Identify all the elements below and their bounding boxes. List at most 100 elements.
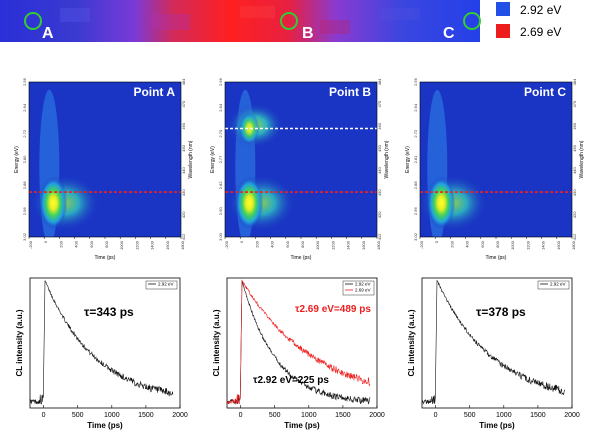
tau-annotation: τ=343 ps xyxy=(84,305,134,319)
map-xtick-label: -200 xyxy=(28,240,33,249)
plot-legend: 2.92 eV xyxy=(145,280,178,290)
map-xtick-label: 1000 xyxy=(315,240,320,250)
plot-xtick-label: 1500 xyxy=(138,412,154,419)
map-y2label: Wavelength (nm) xyxy=(579,140,585,178)
map-xtick-label: 400 xyxy=(74,240,79,247)
map-ylabel: Energy (eV) xyxy=(405,146,411,173)
map-energy-tick: 2.96 xyxy=(22,207,27,216)
emission-strip: A B C xyxy=(0,0,481,42)
map-wavelength-tick: 430 xyxy=(572,189,577,196)
map-energy-tick: 2.81 xyxy=(413,155,418,164)
map-wavelength-tick: 450 xyxy=(377,144,382,151)
map-energy-tick: 2.96 xyxy=(413,207,418,216)
map-wavelength-tick: 460 xyxy=(572,122,577,129)
map-xtick-label: 200 xyxy=(449,240,454,247)
map-xtick-label: 1200 xyxy=(134,240,139,250)
map-energy-tick: 3.00 xyxy=(218,232,223,241)
map-wavelength-tick: 450 xyxy=(572,144,577,151)
map-xtick-label: 200 xyxy=(254,240,259,247)
map-y2label: Wavelength (nm) xyxy=(188,140,194,178)
map-energy-tick: 2.82 xyxy=(218,181,223,190)
plot-xtick-label: 1000 xyxy=(496,412,512,419)
plot-legend-label: 2.92 eV xyxy=(355,282,371,287)
map-wavelength-tick: 470 xyxy=(377,100,382,107)
plot-xtick-label: 0 xyxy=(239,412,243,419)
map-xtick-label: -200 xyxy=(419,240,424,249)
plot-legend: 2.92 eV xyxy=(537,280,570,290)
map-wavelength-tick: 430 xyxy=(377,189,382,196)
map-energy-tick: 2.56 xyxy=(413,77,418,86)
map-xtick-label: 200 xyxy=(58,240,63,247)
map-xtick-label: 1400 xyxy=(541,240,546,250)
map-wavelength-tick: 470 xyxy=(572,100,577,107)
plot-xtick-label: 1500 xyxy=(335,412,351,419)
map-xtick-label: 1200 xyxy=(525,240,530,250)
plot-legend: 2.92 eV2.69 eV xyxy=(342,280,375,296)
streak-map-c: Point C -200 0 200 400 600 800 1000 1200 1400 1600… xyxy=(405,77,585,261)
plot-xtick-label: 1500 xyxy=(530,412,546,419)
map-xlabel: Time (ps) xyxy=(95,255,116,261)
map-xtick-label: 1400 xyxy=(150,240,155,250)
map-xtick-label: 400 xyxy=(465,240,470,247)
map-wavelength-tick: 420 xyxy=(181,211,186,218)
legend-red-label: 2.69 eV xyxy=(520,25,561,39)
map-xlabel: Time (ps) xyxy=(486,255,507,261)
plot-legend-label: 2.92 eV xyxy=(550,282,566,287)
marker-a xyxy=(24,12,42,30)
map-hotspot xyxy=(427,176,456,229)
map-wavelength-tick: 440 xyxy=(572,166,577,173)
tau-annotation-black: τ2.92 eV=225 ps xyxy=(253,375,329,386)
map-xtick-label: 1800 xyxy=(571,240,576,250)
map-xlabel: Time (ps) xyxy=(291,255,312,261)
marker-c xyxy=(463,12,481,30)
map-energy-tick: 2.64 xyxy=(218,103,223,112)
decay-trace xyxy=(226,280,371,405)
plot-ylabel: CL intensity (a.u.) xyxy=(15,309,24,376)
map-hotspot xyxy=(39,176,68,229)
map-y2label: Wavelength (nm) xyxy=(384,140,390,178)
map-energy-tick: 2.64 xyxy=(22,103,27,112)
map-title: Point C xyxy=(524,85,566,99)
map-wavelength-tick: 430 xyxy=(181,189,186,196)
map-wavelength-tick: 440 xyxy=(181,166,186,173)
map-wavelength-tick: 440 xyxy=(377,166,382,173)
strip-label-a: A xyxy=(42,25,54,42)
marker-b xyxy=(280,12,298,30)
plot-xlabel: Time (ps) xyxy=(479,421,515,430)
map-energy-tick: 2.56 xyxy=(218,77,223,86)
map-upper-hotspot xyxy=(239,112,260,145)
decay-plot-c: 0 500 1000 1500 2000 Time (ps) CL intensity (a… xyxy=(407,277,580,430)
map-title: Point B xyxy=(329,85,371,99)
energy-legend: 2.92 eV 2.69 eV xyxy=(496,2,561,39)
map-xtick-label: 1000 xyxy=(119,240,124,250)
plot-frame xyxy=(226,277,378,409)
map-energy-tick: 3.02 xyxy=(413,232,418,241)
map-wavelength-tick: 412 xyxy=(377,233,382,240)
map-xtick-label: 1800 xyxy=(376,240,381,250)
streak-map-b: Point B -200 0 200 400 600 800 1000 1200 1400 1600… xyxy=(210,77,390,261)
plot-xtick-label: 500 xyxy=(269,412,281,419)
decay-trace xyxy=(226,279,371,405)
plot-xtick-label: 2000 xyxy=(564,412,580,419)
map-wavelength-tick: 460 xyxy=(181,122,186,129)
decay-plot-a: 0 500 1000 1500 2000 Time (ps) CL intensity (a… xyxy=(15,277,188,430)
map-wavelength-tick: 470 xyxy=(181,100,186,107)
map-xtick-label: 800 xyxy=(495,240,500,247)
map-xtick-label: 800 xyxy=(104,240,109,247)
map-xtick-label: 1000 xyxy=(510,240,515,250)
map-wavelength-tick: 450 xyxy=(181,144,186,151)
plot-xtick-label: 1000 xyxy=(301,412,317,419)
map-ylabel: Energy (eV) xyxy=(210,146,216,173)
map-xtick-label: 1200 xyxy=(330,240,335,250)
plot-xlabel: Time (ps) xyxy=(284,421,320,430)
decay-trace xyxy=(29,280,174,405)
map-energy-tick: 2.64 xyxy=(413,103,418,112)
map-energy-tick: 2.80 xyxy=(22,155,27,164)
map-xtick-label: 0 xyxy=(434,240,439,243)
plot-ylabel: CL intensity (a.u.) xyxy=(212,309,221,376)
plot-legend-label: 2.69 eV xyxy=(355,288,371,293)
map-wavelength-tick: 484 xyxy=(377,78,382,85)
map-wavelength-tick: 420 xyxy=(377,211,382,218)
map-xtick-label: 1600 xyxy=(165,240,170,250)
